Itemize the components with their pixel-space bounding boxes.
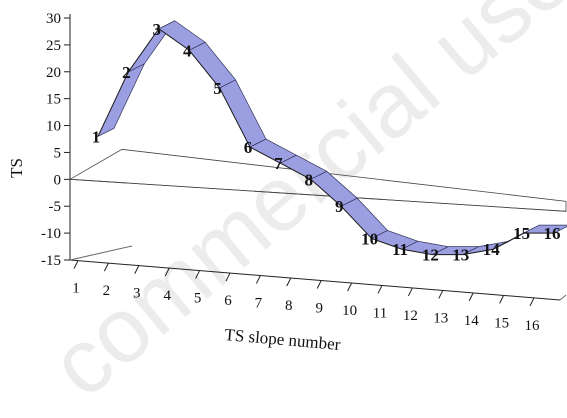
point-label: 12 xyxy=(422,246,439,265)
x-tick-label: 3 xyxy=(133,286,141,302)
ribbon-layer xyxy=(97,20,567,256)
y-tick-label: 15 xyxy=(46,92,61,108)
x-tick-mark xyxy=(407,287,413,297)
y-tick-label: 0 xyxy=(54,172,62,188)
x-tick-mark xyxy=(468,292,474,302)
x-tick-mark xyxy=(377,285,383,294)
point-label: 10 xyxy=(361,229,378,248)
y-axis-label: TS xyxy=(7,158,26,178)
x-tick-mark xyxy=(438,290,444,299)
x-tick-label: 15 xyxy=(494,315,509,331)
x-tick-label: 4 xyxy=(163,288,171,304)
y-tick-label: 10 xyxy=(46,119,61,135)
point-label: 15 xyxy=(513,224,530,243)
x-tick-label: 5 xyxy=(194,291,202,307)
point-label: 14 xyxy=(483,240,501,259)
x-tick-mark xyxy=(195,270,201,279)
ribbon-segment xyxy=(219,79,267,148)
point-label: 7 xyxy=(274,154,283,173)
x-axis-line xyxy=(69,259,561,301)
x-tick-mark xyxy=(316,280,322,289)
point-label: 13 xyxy=(452,246,469,265)
x-tick-mark xyxy=(225,272,231,282)
x-tick-mark xyxy=(255,275,261,284)
x-tick-mark xyxy=(347,282,353,292)
x-tick-label: 1 xyxy=(72,281,80,297)
y-tick-label: 30 xyxy=(46,11,61,27)
y-tick-label: -15 xyxy=(41,253,61,269)
ribbon-front-edge xyxy=(97,28,554,256)
zero-plane-front xyxy=(69,178,567,212)
y-tick-label: -10 xyxy=(41,226,61,242)
x-tick-label: 10 xyxy=(342,303,357,319)
point-label: 8 xyxy=(305,170,314,189)
x-tick-mark xyxy=(103,262,109,272)
y-tick-label: 5 xyxy=(54,145,62,161)
x-tick-label: 13 xyxy=(433,310,448,326)
x-tick-label: 2 xyxy=(103,283,111,299)
x-tick-label: 6 xyxy=(224,293,232,309)
x-tick-label: 11 xyxy=(373,305,387,321)
x-tick-label: 12 xyxy=(403,308,418,324)
point-label: 9 xyxy=(335,197,344,216)
x-tick-mark xyxy=(134,265,140,274)
x-tick-mark xyxy=(499,295,505,304)
x-tick-mark xyxy=(164,267,170,277)
x-tick-label: 14 xyxy=(464,313,480,329)
point-label: 5 xyxy=(213,79,222,98)
point-label: 4 xyxy=(183,41,192,60)
x-tick-label: 7 xyxy=(255,296,263,312)
y-tick-label: 20 xyxy=(46,65,61,81)
y-tick-label: -5 xyxy=(49,199,62,215)
point-label: 11 xyxy=(392,240,408,259)
point-label: 1 xyxy=(92,127,101,146)
x-tick-mark xyxy=(529,297,535,307)
x-tick-label: 16 xyxy=(525,318,541,334)
point-label: 3 xyxy=(153,20,162,39)
point-label: 16 xyxy=(544,224,561,243)
x-tick-label: 8 xyxy=(285,298,293,314)
x-tick-label: 9 xyxy=(315,300,323,316)
y-tick-label: 25 xyxy=(46,38,61,54)
x-axis-label: TS slope number xyxy=(224,325,342,350)
floor-left-edge xyxy=(69,245,133,261)
point-label: 2 xyxy=(122,63,131,82)
point-label: 6 xyxy=(244,138,253,157)
floor-right-edge xyxy=(559,294,567,301)
zero-plane-layer xyxy=(68,148,567,212)
x-tick-mark xyxy=(73,260,79,269)
x-tick-mark xyxy=(286,277,292,287)
